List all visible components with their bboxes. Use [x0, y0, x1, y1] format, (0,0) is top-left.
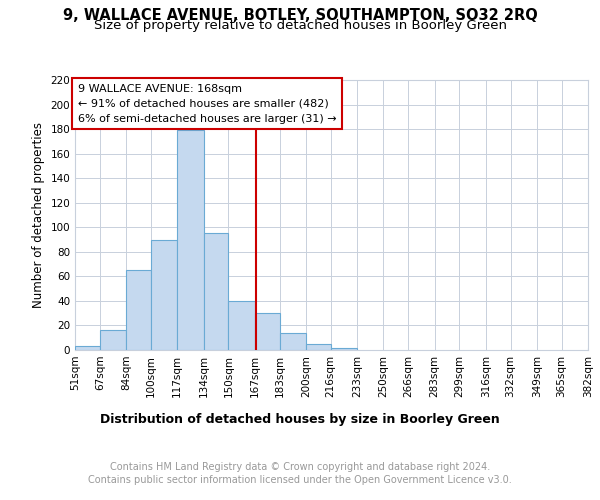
Bar — [588, 348, 600, 350]
Y-axis label: Number of detached properties: Number of detached properties — [32, 122, 45, 308]
Bar — [331, 348, 357, 350]
Bar — [280, 333, 306, 350]
Bar — [75, 346, 100, 350]
Bar — [151, 240, 177, 350]
Text: Distribution of detached houses by size in Boorley Green: Distribution of detached houses by size … — [100, 412, 500, 426]
Bar — [203, 234, 229, 350]
Bar — [177, 130, 203, 350]
Text: Size of property relative to detached houses in Boorley Green: Size of property relative to detached ho… — [94, 19, 506, 32]
Bar — [255, 313, 280, 350]
Bar — [306, 344, 331, 350]
Text: Contains public sector information licensed under the Open Government Licence v3: Contains public sector information licen… — [88, 475, 512, 485]
Bar — [100, 330, 126, 350]
Bar — [126, 270, 151, 350]
Bar — [229, 301, 255, 350]
Text: 9, WALLACE AVENUE, BOTLEY, SOUTHAMPTON, SO32 2RQ: 9, WALLACE AVENUE, BOTLEY, SOUTHAMPTON, … — [62, 8, 538, 22]
Text: Contains HM Land Registry data © Crown copyright and database right 2024.: Contains HM Land Registry data © Crown c… — [110, 462, 490, 472]
Text: 9 WALLACE AVENUE: 168sqm
← 91% of detached houses are smaller (482)
6% of semi-d: 9 WALLACE AVENUE: 168sqm ← 91% of detach… — [77, 84, 336, 124]
